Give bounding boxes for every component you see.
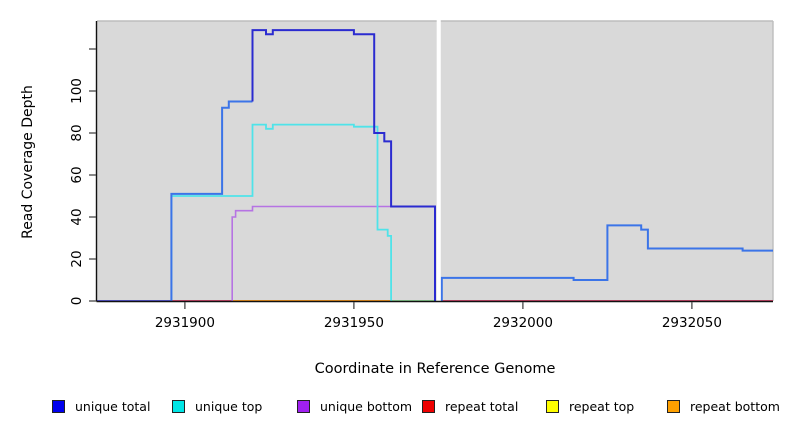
- y-tick-label: 20: [69, 250, 85, 267]
- unique-total-line-right: [440, 224, 773, 301]
- legend-label: repeat top: [569, 398, 635, 414]
- legend-label: unique bottom: [320, 398, 413, 414]
- legend-label: unique top: [195, 398, 263, 414]
- y-axis-title: Read Coverage Depth: [20, 85, 36, 239]
- repeat-top-swatch: [546, 399, 559, 413]
- unique-total-line-left: [170, 100, 253, 301]
- x-tick-label: 2931950: [324, 315, 384, 331]
- coverage-gap-band: [436, 12, 441, 302]
- y-tick-label: 40: [69, 208, 85, 225]
- y-tick-label: 100: [69, 78, 85, 104]
- legend-item-repeat-top: repeat top: [546, 396, 634, 416]
- x-tick-label: 2932050: [662, 315, 722, 331]
- unique-top-swatch: [172, 399, 185, 413]
- unique-top-line: [170, 123, 393, 301]
- legend-label: unique total: [75, 398, 151, 414]
- unique-total-line-hump: [251, 29, 436, 301]
- unique-bottom-swatch: [297, 399, 310, 413]
- legend-label: repeat bottom: [690, 398, 780, 414]
- legend-item-repeat-total: repeat total: [422, 396, 518, 416]
- legend: unique total unique top unique bottom repea…: [0, 396, 792, 420]
- legend-item-unique-total: unique total: [52, 396, 150, 416]
- unique-total-swatch: [52, 399, 65, 413]
- y-tick-label: 0: [69, 297, 85, 306]
- repeat-total-swatch: [422, 399, 435, 413]
- x-tick-label: 2931900: [155, 315, 215, 331]
- legend-label: repeat total: [445, 398, 519, 414]
- x-tick-label: 2932000: [493, 315, 553, 331]
- y-tick-label: 60: [69, 166, 85, 183]
- x-axis-title: Coordinate in Reference Genome: [314, 361, 556, 377]
- legend-item-repeat-bottom: repeat bottom: [667, 396, 780, 416]
- legend-item-unique-top: unique top: [172, 396, 262, 416]
- y-tick-label: 80: [69, 124, 85, 141]
- legend-item-unique-bottom: unique bottom: [297, 396, 412, 416]
- repeat-bottom-swatch: [667, 399, 680, 413]
